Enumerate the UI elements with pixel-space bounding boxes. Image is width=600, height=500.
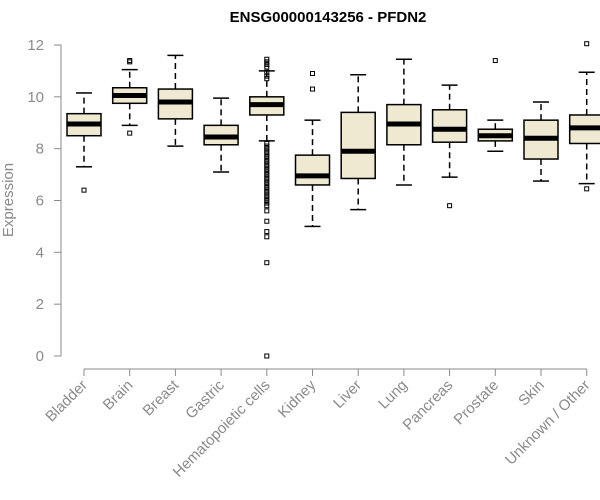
outlier-point [264, 260, 270, 266]
box-gastric [203, 97, 239, 173]
outlier-point [264, 159, 270, 165]
outlier-point [264, 229, 270, 235]
outlier-point [264, 59, 270, 65]
box-lung [386, 58, 422, 186]
box-skin [523, 101, 559, 182]
x-tick-label: Prostate [451, 377, 503, 429]
x-tick-label: Lung [375, 377, 411, 413]
iqr-box [294, 154, 331, 186]
outlier-point [264, 177, 270, 183]
outlier-point [492, 58, 498, 64]
outlier-point [264, 156, 270, 162]
outlier-point [264, 353, 270, 359]
outlier-point [584, 186, 590, 192]
outlier-point [127, 59, 133, 65]
box-hematopoietic-cells [249, 56, 285, 359]
outlier-point [264, 182, 270, 188]
x-tick-label: Kidney [275, 376, 320, 421]
box-series [66, 41, 600, 359]
outlier-point [264, 208, 270, 214]
outlier-point [264, 185, 270, 191]
outlier-point [264, 179, 270, 185]
outlier-point [264, 198, 270, 203]
y-axis-label: Expression [0, 163, 17, 237]
y-tick-label: 8 [36, 141, 44, 158]
y-tick-label: 6 [36, 193, 44, 210]
y-tick-label: 10 [27, 89, 44, 106]
box-bladder [66, 92, 102, 193]
outlier-point [310, 71, 315, 77]
outlier-point [264, 190, 270, 196]
outlier-point [264, 192, 270, 198]
chart-title: ENSG00000143256 - PFDN2 [230, 9, 427, 26]
outlier-point [264, 61, 270, 67]
x-tick-label: Bladder [42, 377, 91, 426]
x-tick-label: Brain [100, 377, 137, 414]
outlier-point [264, 153, 270, 159]
outlier-point [127, 58, 133, 64]
box-breast [157, 54, 194, 147]
outlier-point [584, 41, 590, 47]
outlier-point [127, 130, 133, 136]
outlier-point [81, 187, 87, 193]
outlier-point [264, 143, 270, 149]
iqr-box [431, 109, 468, 143]
x-tick-label: Unknown / Other [502, 377, 594, 469]
outlier-point [264, 187, 270, 193]
outlier-point [264, 146, 270, 152]
outlier-point [264, 140, 270, 146]
box-brain [111, 58, 148, 136]
y-tick-label: 12 [27, 37, 44, 54]
box-prostate [477, 58, 514, 153]
iqr-box [340, 111, 376, 180]
outlier-point [264, 56, 270, 62]
y-tick-label: 0 [36, 348, 44, 365]
y-tick-label: 2 [36, 296, 44, 313]
x-tick-label: Pancreas [400, 377, 457, 434]
outlier-point [264, 166, 270, 172]
outlier-point [264, 164, 270, 170]
outlier-point [264, 203, 270, 209]
outlier-point [264, 174, 270, 180]
box-unknown-other [568, 41, 600, 192]
outlier-point [264, 76, 270, 82]
outlier-point [264, 64, 270, 70]
outlier-point [264, 172, 270, 178]
box-pancreas [431, 84, 468, 209]
x-tick-label: Breast [140, 376, 183, 419]
outlier-point [264, 148, 270, 154]
outlier-point [264, 73, 270, 79]
x-tick-label: Skin [515, 377, 548, 410]
outlier-point [264, 169, 270, 175]
y-tick-label: 4 [36, 244, 44, 261]
outlier-point [264, 151, 270, 157]
x-tick-label: Liver [330, 377, 365, 412]
outlier-point [264, 200, 270, 206]
x-tick-label: Gastric [182, 376, 228, 422]
outlier-point [447, 203, 453, 209]
outlier-point [310, 86, 315, 92]
outlier-point [264, 234, 270, 240]
outlier-point [264, 161, 270, 167]
box-liver [340, 74, 376, 211]
box-kidney [294, 71, 331, 228]
y-axis: 0 2 4 6 8 10 12 [27, 37, 62, 365]
outlier-point [264, 218, 270, 224]
outlier-point [264, 195, 270, 201]
